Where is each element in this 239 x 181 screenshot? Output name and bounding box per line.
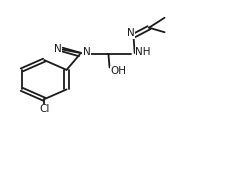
Text: N: N <box>54 43 61 54</box>
Text: Cl: Cl <box>39 104 49 114</box>
Text: N: N <box>83 47 91 58</box>
Text: OH: OH <box>111 66 127 76</box>
Text: N: N <box>127 28 135 38</box>
Text: NH: NH <box>136 47 151 58</box>
